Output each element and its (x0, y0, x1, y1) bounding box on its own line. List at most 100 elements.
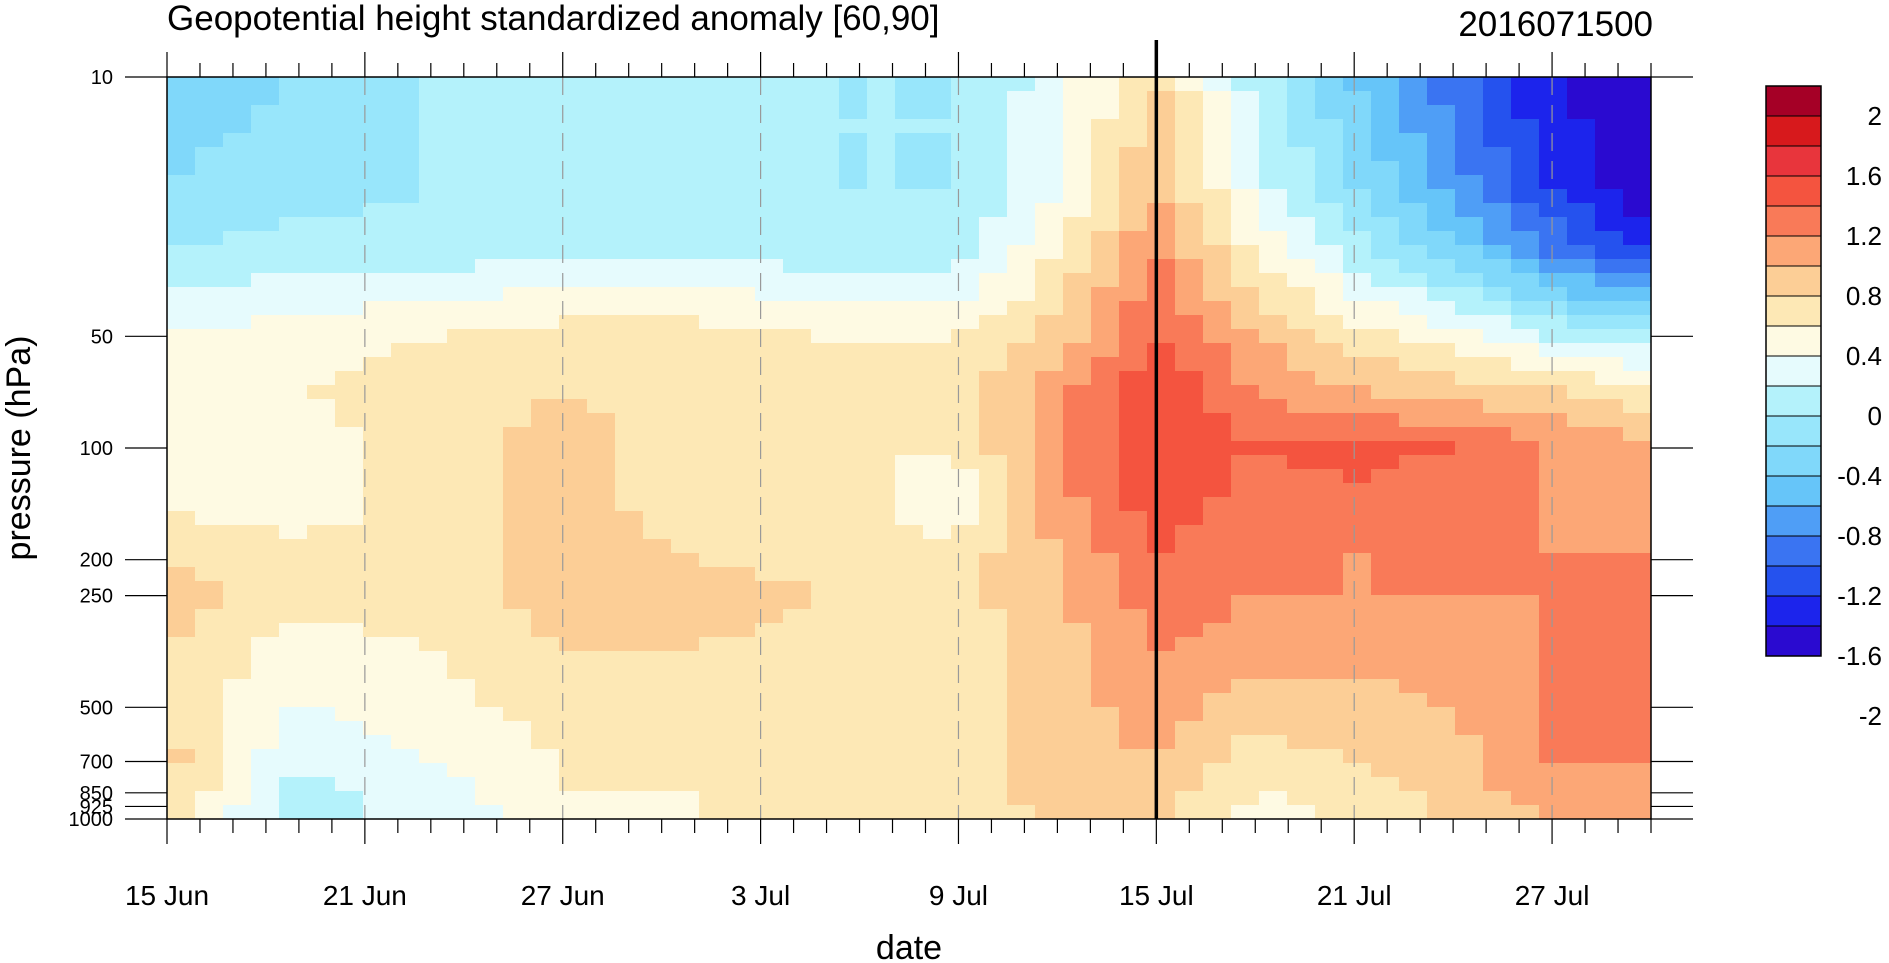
field-cell (279, 791, 308, 806)
field-cell (839, 315, 868, 330)
field-cell (1371, 343, 1400, 358)
field-cell (1455, 609, 1484, 624)
field-cell (643, 287, 672, 302)
field-cell (699, 217, 728, 232)
field-cell (1203, 609, 1232, 624)
field-cell (671, 777, 700, 792)
field-cell (1091, 455, 1120, 470)
field-cell (1343, 105, 1372, 120)
field-cell (279, 245, 308, 260)
field-cell (839, 385, 868, 400)
field-cell (727, 357, 756, 372)
date-gridlines (364, 77, 1553, 819)
field-cell (979, 301, 1008, 316)
y-tick-label: 700 (80, 752, 113, 774)
field-cell (1399, 343, 1428, 358)
field-cell (1119, 385, 1148, 400)
field-cell (223, 133, 252, 148)
field-cell (671, 273, 700, 288)
field-cell (839, 483, 868, 498)
field-cell (559, 777, 588, 792)
field-cell (1371, 427, 1400, 442)
field-cell (643, 721, 672, 736)
field-cell (671, 721, 700, 736)
field-cell (503, 469, 532, 484)
field-cell (503, 679, 532, 694)
field-cell (923, 203, 952, 218)
field-cell (1539, 511, 1568, 526)
field-cell (839, 539, 868, 554)
field-cell (1483, 567, 1512, 582)
field-cell (503, 567, 532, 582)
field-cell (839, 637, 868, 652)
field-cell (531, 511, 560, 526)
field-cell (699, 161, 728, 176)
field-cell (559, 623, 588, 638)
field-cell (811, 385, 840, 400)
field-cell (1007, 609, 1036, 624)
field-cell (1623, 791, 1651, 806)
field-cell (419, 259, 448, 274)
field-cell (671, 371, 700, 386)
field-cell (251, 413, 280, 428)
field-cell (251, 259, 280, 274)
field-cell (1259, 413, 1288, 428)
field-cell (699, 259, 728, 274)
field-cell (643, 91, 672, 106)
field-cell (503, 637, 532, 652)
field-cell (923, 343, 952, 358)
field-cell (1427, 189, 1456, 204)
field-cell (783, 273, 812, 288)
field-cell (475, 357, 504, 372)
field-cell (1511, 497, 1540, 512)
field-cell (447, 175, 476, 190)
field-cell (1007, 119, 1036, 134)
field-cell (923, 469, 952, 484)
field-cell (615, 455, 644, 470)
field-cell (979, 707, 1008, 722)
field-cell (223, 287, 252, 302)
y-tick-label: 500 (80, 697, 113, 719)
field-cell (643, 539, 672, 554)
field-cell (1371, 469, 1400, 484)
field-cell (1119, 217, 1148, 232)
field-cell (1147, 329, 1176, 344)
field-cell (503, 707, 532, 722)
field-cell (363, 119, 392, 134)
field-cell (867, 371, 896, 386)
field-cell (1427, 245, 1456, 260)
field-cell (1287, 721, 1316, 736)
field-cell (363, 679, 392, 694)
field-cell (223, 105, 252, 120)
field-cell (671, 581, 700, 596)
field-cell (279, 315, 308, 330)
field-cell (1287, 805, 1316, 819)
field-cell (363, 315, 392, 330)
field-cell (1175, 231, 1204, 246)
field-cell (671, 161, 700, 176)
field-cell (167, 749, 196, 764)
field-cell (811, 273, 840, 288)
field-cell (979, 567, 1008, 582)
field-cell (503, 763, 532, 778)
field-cell (279, 273, 308, 288)
field-cell (1175, 623, 1204, 638)
field-cell (727, 189, 756, 204)
field-cell (895, 581, 924, 596)
field-cell (279, 567, 308, 582)
field-cell (1623, 161, 1651, 176)
field-cell (923, 721, 952, 736)
field-cell (1147, 567, 1176, 582)
field-cell (251, 245, 280, 260)
field-cell (1063, 427, 1092, 442)
field-cell (643, 469, 672, 484)
field-cell (699, 133, 728, 148)
field-cell (979, 791, 1008, 806)
field-cell (979, 133, 1008, 148)
field-cell (587, 231, 616, 246)
field-cell (979, 105, 1008, 120)
field-cell (1455, 329, 1484, 344)
field-cell (1259, 525, 1288, 540)
colorbar-label: -0.4 (1837, 461, 1882, 491)
field-cell (1539, 679, 1568, 694)
